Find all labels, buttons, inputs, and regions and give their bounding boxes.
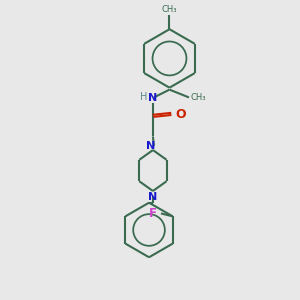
Text: N: N — [146, 141, 156, 151]
Text: N: N — [148, 93, 158, 103]
Text: F: F — [149, 207, 157, 220]
Text: O: O — [175, 109, 186, 122]
Text: H: H — [140, 92, 147, 102]
Text: N: N — [148, 192, 158, 202]
Text: CH₃: CH₃ — [191, 93, 206, 102]
Text: CH₃: CH₃ — [162, 4, 177, 14]
